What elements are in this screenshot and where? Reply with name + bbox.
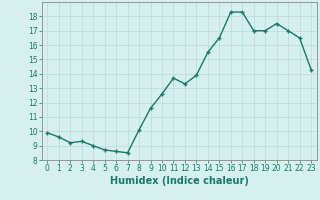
X-axis label: Humidex (Indice chaleur): Humidex (Indice chaleur) bbox=[110, 176, 249, 186]
